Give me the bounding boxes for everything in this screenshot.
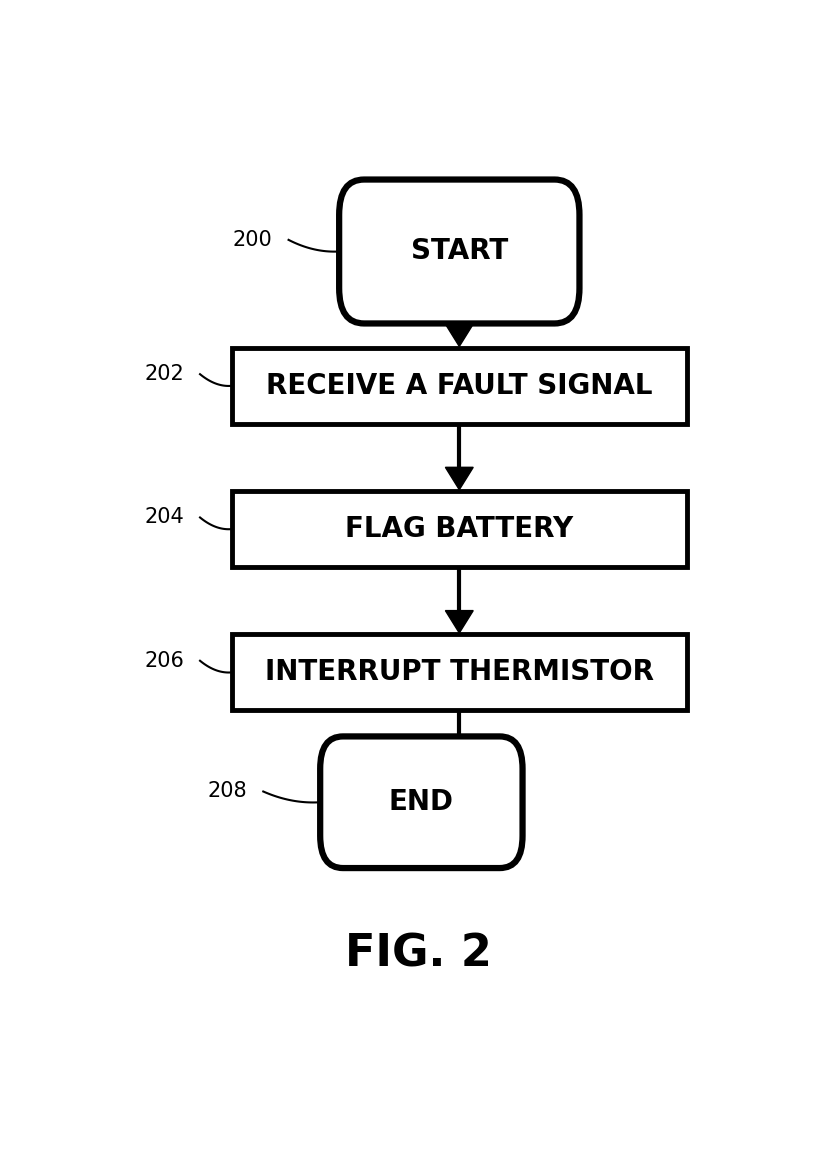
Text: FIG. 2: FIG. 2 — [345, 933, 491, 976]
Polygon shape — [446, 468, 473, 490]
Bar — [232, 634, 687, 711]
Text: 208: 208 — [208, 782, 247, 801]
Bar — [232, 491, 687, 568]
FancyBboxPatch shape — [339, 179, 579, 323]
Bar — [232, 348, 687, 423]
Text: 202: 202 — [144, 364, 184, 384]
Text: 204: 204 — [144, 507, 184, 528]
Text: END: END — [389, 789, 454, 816]
Text: RECEIVE A FAULT SIGNAL: RECEIVE A FAULT SIGNAL — [266, 372, 653, 400]
Text: START: START — [410, 237, 508, 265]
Polygon shape — [446, 324, 473, 347]
Text: 206: 206 — [144, 651, 184, 671]
Polygon shape — [446, 745, 473, 768]
Text: INTERRUPT THERMISTOR: INTERRUPT THERMISTOR — [265, 658, 654, 686]
Text: 200: 200 — [233, 230, 273, 250]
Text: FLAG BATTERY: FLAG BATTERY — [345, 515, 574, 543]
FancyBboxPatch shape — [320, 736, 522, 868]
Polygon shape — [446, 611, 473, 633]
